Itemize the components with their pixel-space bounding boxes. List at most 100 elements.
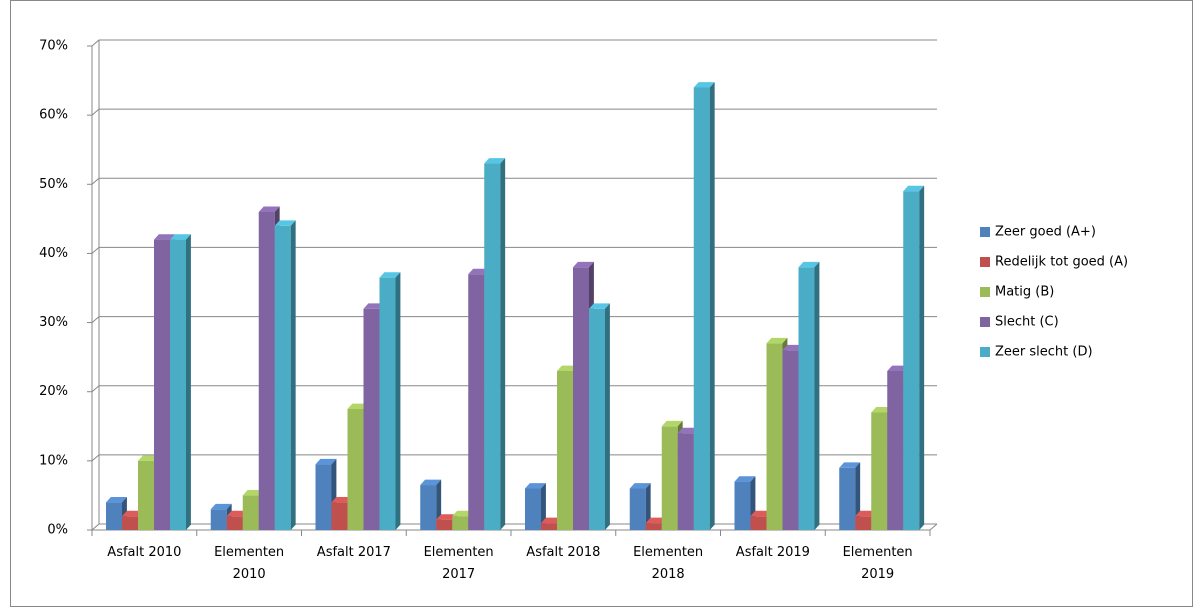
bar-front [782, 350, 799, 530]
bar [798, 261, 820, 530]
bar-top [661, 420, 683, 427]
bar-front [468, 274, 485, 530]
x-tick-label: Elementen 2010 [214, 545, 285, 582]
y-tick-label: 20% [39, 384, 68, 399]
bar-side [605, 303, 610, 530]
bar-front [645, 523, 662, 530]
x-tick-label: Asfalt 2018 [526, 545, 601, 560]
bar-front [210, 509, 227, 530]
bar-top [693, 82, 715, 88]
y-tick-label: 40% [39, 246, 68, 261]
x-tick-label: Elementen 2019 [842, 545, 913, 582]
bar [839, 462, 861, 530]
bar-top [122, 510, 143, 517]
bar-top [573, 261, 594, 268]
y-tick-label: 0% [47, 523, 68, 538]
bar-front [122, 516, 138, 530]
legend-swatch [980, 347, 990, 357]
bar-front [363, 308, 380, 530]
bar-front [798, 267, 815, 530]
bar-top [645, 517, 667, 524]
bar-side [645, 483, 651, 530]
y-tick-label: 70% [39, 39, 68, 54]
bar-front [871, 412, 888, 530]
bar-front [420, 485, 437, 530]
bar-top [452, 510, 474, 517]
bar-top [589, 303, 610, 309]
legend-swatch [980, 317, 990, 327]
bar-top [363, 303, 385, 309]
bar-front [258, 211, 275, 530]
legend-label: Slecht (C) [995, 315, 1059, 330]
bar-top [541, 517, 562, 524]
legend-swatch [980, 227, 990, 237]
bar-top [557, 365, 578, 371]
bar-top [468, 268, 490, 275]
bar-front [589, 308, 605, 530]
grid-line [91, 177, 937, 185]
bar [484, 158, 506, 531]
bar-top [798, 261, 820, 268]
bar [170, 234, 191, 530]
y-tick-label: 10% [39, 453, 68, 468]
bar-front [274, 225, 291, 530]
bar-top [839, 462, 861, 468]
bar-top [226, 510, 248, 517]
bar-top [242, 490, 264, 496]
bar-front [661, 426, 678, 530]
bar-front [242, 495, 259, 530]
bar-front [154, 239, 170, 530]
bar-front [573, 267, 589, 530]
bar-side [709, 82, 715, 530]
x-tick-label: Asfalt 2019 [735, 545, 810, 560]
legend-label: Zeer slecht (D) [995, 345, 1093, 360]
bar-side [814, 261, 820, 530]
bar-top [782, 344, 804, 351]
bar-top [855, 510, 877, 517]
x-tick-label: Asfalt 2010 [107, 545, 182, 560]
bar-top [154, 234, 175, 240]
bar-side [186, 234, 191, 530]
bar-front [315, 464, 332, 530]
bar-front [106, 502, 122, 530]
legend-swatch [980, 257, 990, 267]
y-tick-label: 60% [39, 108, 68, 123]
bar [379, 272, 401, 530]
bar-side [500, 158, 506, 530]
bar-top [106, 496, 127, 503]
bar [242, 490, 264, 530]
grid-line [91, 246, 937, 254]
bar-front [734, 481, 751, 530]
bar-front [138, 460, 154, 530]
bar-front [903, 191, 920, 530]
bar-side [290, 220, 296, 530]
bar-front [750, 516, 767, 530]
bar [525, 483, 546, 530]
legend-label: Matig (B) [995, 285, 1054, 300]
bar-front [436, 519, 453, 530]
bar-front [525, 488, 541, 530]
bar-front [677, 433, 694, 530]
bar-top [525, 483, 546, 489]
bar-front [347, 409, 364, 530]
grid-line [91, 385, 937, 393]
bar [903, 185, 925, 531]
bar-top [677, 427, 699, 434]
bar-top [871, 407, 893, 413]
grid-line [91, 39, 937, 47]
bar-side [541, 483, 546, 530]
bar-front [379, 277, 396, 530]
bar-front [484, 163, 501, 531]
bar-top [734, 476, 756, 482]
bar-top [258, 206, 280, 212]
bar-top [887, 365, 909, 371]
grid-line [91, 316, 937, 323]
x-tick-label: Elementen 2018 [633, 545, 704, 582]
bar [589, 303, 610, 530]
bar-front [541, 523, 557, 530]
bar-side [395, 272, 401, 530]
bar-top [420, 479, 442, 486]
bar-front [839, 467, 856, 530]
